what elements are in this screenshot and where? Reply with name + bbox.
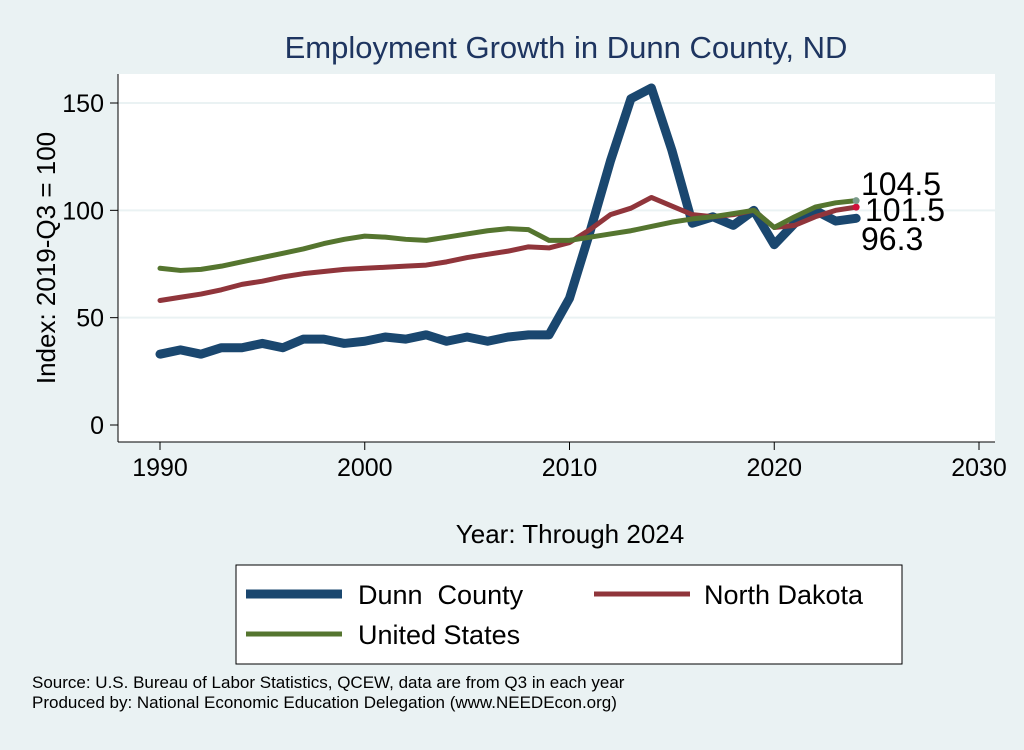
x-tick-label: 2000 xyxy=(337,454,393,482)
x-axis-label: Year: Through 2024 xyxy=(456,519,684,549)
x-tick-label: 2030 xyxy=(951,454,1007,482)
end-value-label: 101.5 xyxy=(865,192,945,228)
y-axis-label: Index: 2019-Q3 = 100 xyxy=(31,132,61,384)
y-tick-label: 50 xyxy=(76,305,104,333)
legend-label: North Dakota xyxy=(704,580,864,610)
producer-note: Produced by: National Economic Education… xyxy=(32,693,617,712)
x-tick-label: 2020 xyxy=(746,454,802,482)
end-marker xyxy=(852,197,860,205)
end-marker xyxy=(852,203,860,211)
series-line-0 xyxy=(155,83,861,359)
end-value-label: 104.5 xyxy=(861,166,941,202)
series-line-2 xyxy=(157,198,859,273)
legend xyxy=(235,564,903,665)
y-tick-label: 0 xyxy=(90,412,104,440)
y-tick-label: 100 xyxy=(62,197,104,225)
source-note: Source: U.S. Bureau of Labor Statistics,… xyxy=(32,673,625,692)
legend-label: Dunn County xyxy=(358,580,524,610)
x-tick-label: 2010 xyxy=(542,454,598,482)
legend-label: United States xyxy=(358,620,520,650)
x-tick-label: 1990 xyxy=(132,454,188,482)
y-tick-label: 150 xyxy=(62,90,104,118)
chart-title: Employment Growth in Dunn County, ND xyxy=(285,30,848,65)
end-value-label: 96.3 xyxy=(861,221,923,257)
